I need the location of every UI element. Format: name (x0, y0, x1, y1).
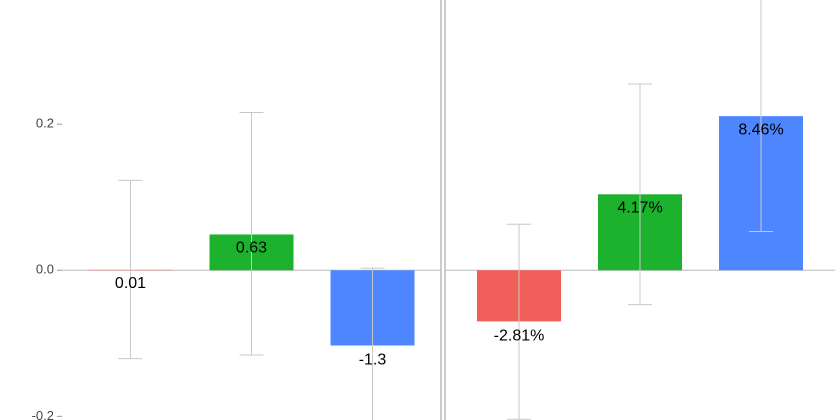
bar-label: -2.81% (494, 328, 545, 345)
y-tick-label: -0.2 (32, 408, 54, 420)
y-tick-label: 0.2 (36, 116, 54, 131)
bar-label: -1.3 (359, 352, 387, 369)
bar-label: 4.17% (617, 200, 662, 217)
y-tick-label: 0.0 (36, 262, 54, 277)
bar-label: 0.63 (236, 240, 267, 257)
bar-label: 8.46% (738, 121, 783, 138)
bar-label: 0.01 (115, 275, 146, 292)
